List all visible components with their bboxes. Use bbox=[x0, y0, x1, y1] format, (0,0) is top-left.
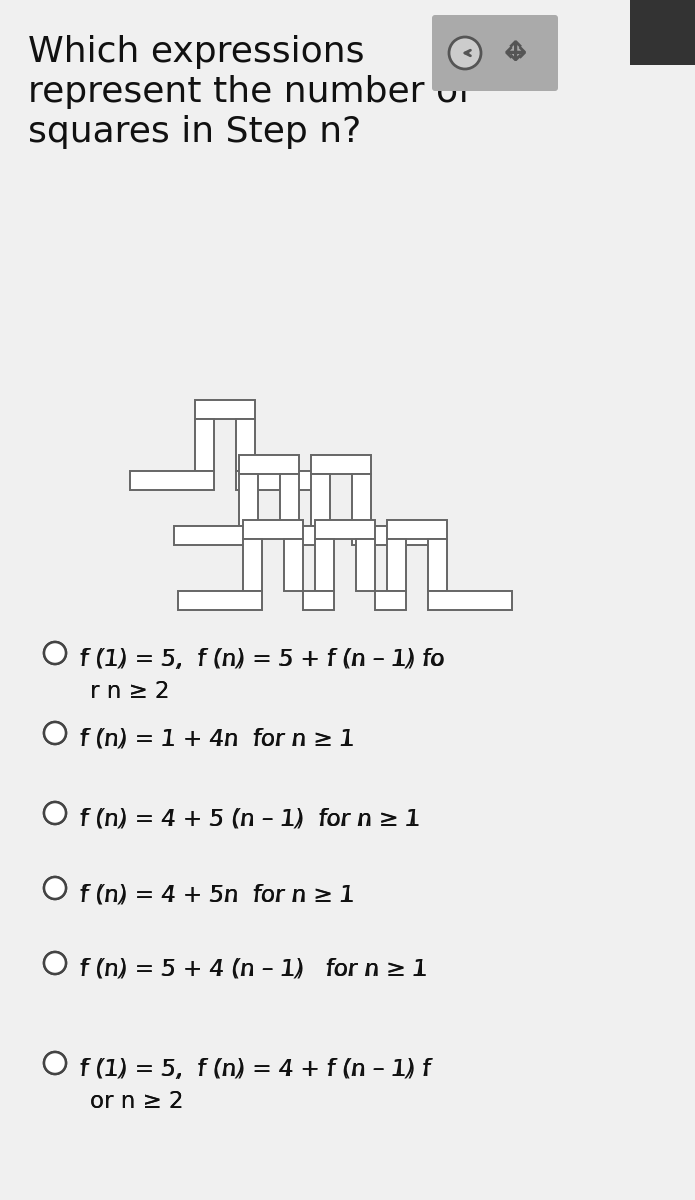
Circle shape bbox=[44, 877, 66, 899]
Bar bbox=[280, 474, 299, 526]
Text: f (n) = 5 + 4 (n – 1)   for n ≥ 1: f (n) = 5 + 4 (n – 1) for n ≥ 1 bbox=[80, 958, 427, 982]
Bar bbox=[178, 590, 262, 610]
Text: r n ≥ 2: r n ≥ 2 bbox=[90, 680, 170, 703]
Bar bbox=[630, 0, 695, 65]
Bar bbox=[356, 539, 375, 590]
Circle shape bbox=[44, 642, 66, 664]
Bar bbox=[195, 419, 214, 470]
Text: f (1) = 5,  f (n) = 5 + f (n – 1) fo: f (1) = 5, f (n) = 5 + f (n – 1) fo bbox=[80, 648, 444, 671]
Text: f (n) = 1 + 4n  for n ≥ 1: f (n) = 1 + 4n for n ≥ 1 bbox=[80, 728, 355, 751]
Text: f (n) = 4 + 5 (n – 1)  for n ≥ 1: f (n) = 4 + 5 (n – 1) for n ≥ 1 bbox=[80, 808, 420, 830]
Text: f (n) = 5 + 4 (n – 1)   for n ≥ 1: f (n) = 5 + 4 (n – 1) for n ≥ 1 bbox=[80, 958, 428, 982]
Circle shape bbox=[449, 37, 481, 68]
Circle shape bbox=[44, 877, 66, 899]
Text: f (1) = 5,  f (n) = 5 + f (n – 1) fo: f (1) = 5, f (n) = 5 + f (n – 1) fo bbox=[80, 648, 445, 671]
Circle shape bbox=[44, 952, 66, 974]
Circle shape bbox=[44, 722, 66, 744]
Text: Which expressions: Which expressions bbox=[28, 35, 364, 68]
Text: f (1) = 5,  f (n) = 4 + f (n – 1) f: f (1) = 5, f (n) = 4 + f (n – 1) f bbox=[80, 1058, 430, 1081]
Circle shape bbox=[44, 642, 66, 664]
Circle shape bbox=[44, 1052, 66, 1074]
Bar bbox=[299, 526, 330, 545]
Circle shape bbox=[44, 952, 66, 974]
Bar bbox=[315, 539, 334, 590]
Text: or n ≥ 2: or n ≥ 2 bbox=[90, 1090, 183, 1114]
Bar bbox=[387, 539, 406, 590]
Circle shape bbox=[44, 802, 66, 824]
Circle shape bbox=[44, 722, 66, 744]
Text: r n ≥ 2: r n ≥ 2 bbox=[90, 680, 170, 703]
Text: squares in Step n?: squares in Step n? bbox=[28, 115, 361, 149]
Bar bbox=[303, 590, 334, 610]
Bar bbox=[236, 470, 320, 490]
Bar bbox=[284, 539, 303, 590]
FancyBboxPatch shape bbox=[432, 14, 558, 91]
Bar bbox=[239, 455, 299, 474]
Bar bbox=[352, 526, 436, 545]
Text: f (n) = 4 + 5 (n – 1)  for n ≥ 1: f (n) = 4 + 5 (n – 1) for n ≥ 1 bbox=[80, 808, 420, 830]
Bar bbox=[243, 520, 303, 539]
Text: or n ≥ 2: or n ≥ 2 bbox=[90, 1090, 183, 1114]
Bar bbox=[243, 539, 262, 590]
Text: f (n) = 1 + 4n  for n ≥ 1: f (n) = 1 + 4n for n ≥ 1 bbox=[80, 728, 354, 751]
Bar bbox=[311, 474, 330, 526]
Text: ↕: ↕ bbox=[503, 38, 527, 67]
Bar bbox=[236, 419, 255, 470]
Bar bbox=[130, 470, 214, 490]
Circle shape bbox=[44, 802, 66, 824]
Bar bbox=[174, 526, 258, 545]
Bar bbox=[239, 474, 258, 526]
Bar bbox=[352, 474, 371, 526]
Bar bbox=[195, 400, 255, 419]
Text: f (1) = 5,  f (n) = 4 + f (n – 1) f: f (1) = 5, f (n) = 4 + f (n – 1) f bbox=[80, 1058, 431, 1081]
Bar bbox=[387, 520, 447, 539]
Bar bbox=[428, 590, 512, 610]
Text: f (n) = 4 + 5n  for n ≥ 1: f (n) = 4 + 5n for n ≥ 1 bbox=[80, 883, 354, 906]
Text: ↔: ↔ bbox=[503, 38, 527, 67]
Bar bbox=[315, 520, 375, 539]
Bar bbox=[428, 539, 447, 590]
Bar bbox=[375, 590, 406, 610]
Text: represent the number of: represent the number of bbox=[28, 74, 471, 109]
Circle shape bbox=[44, 1052, 66, 1074]
Text: f (n) = 4 + 5n  for n ≥ 1: f (n) = 4 + 5n for n ≥ 1 bbox=[80, 883, 355, 906]
Bar bbox=[311, 455, 371, 474]
